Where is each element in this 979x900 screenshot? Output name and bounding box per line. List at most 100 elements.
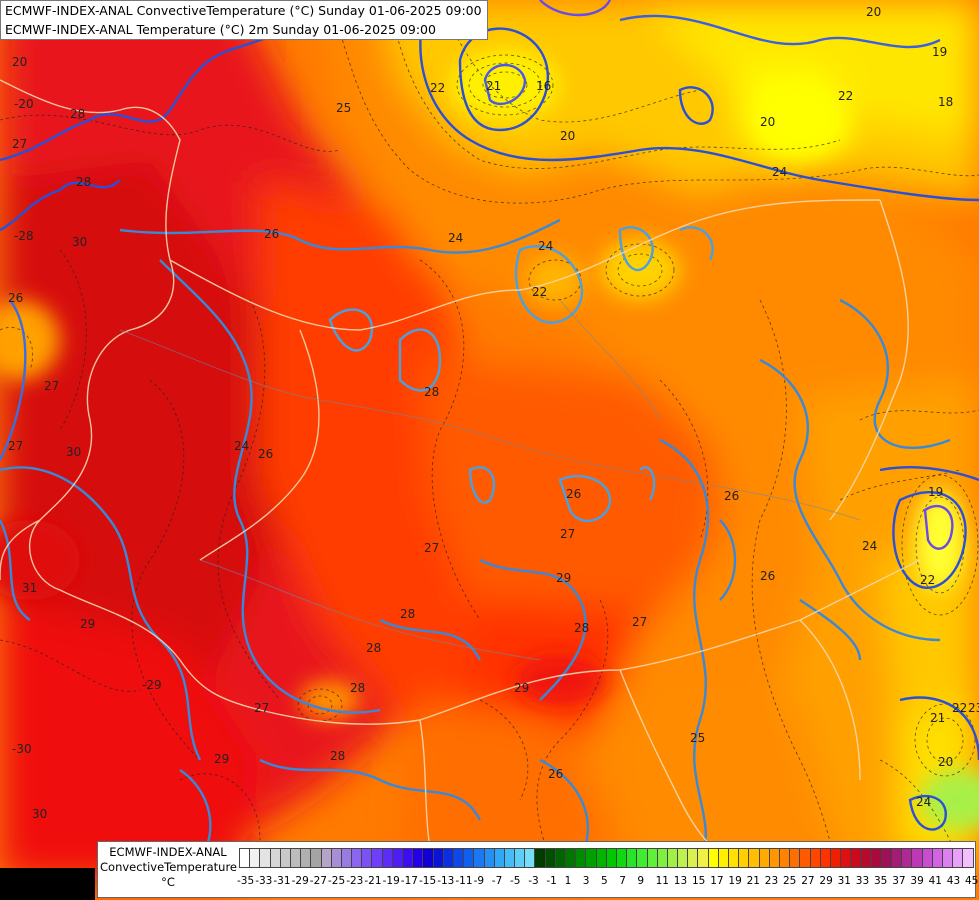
legend-tick: -5 (510, 875, 521, 887)
map-title-box: ECMWF-INDEX-ANAL ConvectiveTemperature (… (0, 0, 488, 40)
color-legend: ECMWF-INDEX-ANAL ConvectiveTemperature °… (97, 841, 978, 898)
legend-tick: 15 (692, 875, 706, 887)
legend-tick: -3 (528, 875, 539, 887)
map-label: 28 (330, 749, 345, 763)
map-label: 27 (254, 701, 269, 715)
map-label: 27 (44, 379, 59, 393)
map-label: 27 (8, 439, 23, 453)
legend-title-line-1: ECMWF-INDEX-ANAL (109, 845, 227, 859)
map-label: 20 (938, 755, 953, 769)
map-label: 26 (566, 487, 581, 501)
map-label: 29 (556, 571, 571, 585)
map-label: 28 (76, 175, 91, 189)
map-label: 24 (448, 231, 463, 245)
legend-tick: -29 (291, 875, 309, 887)
map-label: 24 (916, 795, 931, 809)
map-label: 20 (560, 129, 575, 143)
map-label: 20 (760, 115, 775, 129)
legend-tick: 9 (637, 875, 645, 887)
legend-tick: 17 (710, 875, 724, 887)
legend-tick: -9 (473, 875, 485, 887)
temperature-spots (0, 50, 979, 830)
legend-tick: 39 (910, 875, 924, 887)
legend-tick: -35 (237, 875, 255, 887)
map-label: 27 (560, 527, 575, 541)
map-label: 30 (32, 807, 47, 821)
no-data-area (0, 868, 95, 900)
legend-tick: -1 (546, 875, 557, 887)
legend-title-line-2: ConvectiveTemperature (100, 860, 237, 874)
map-label: 22 (920, 573, 935, 587)
map-label: 26 (724, 489, 739, 503)
legend-tick: -13 (437, 875, 455, 887)
contour-labels: 20 -20 28 27 28 30 -28 26 27 27 30 31 29… (8, 5, 979, 821)
map-label: 23 (968, 701, 979, 715)
legend-tick: 27 (801, 875, 815, 887)
map-label: 20 (866, 5, 881, 19)
map-label: 27 (632, 615, 647, 629)
legend-tick: 3 (582, 875, 590, 887)
legend-tick: 23 (764, 875, 779, 887)
map-label: 20 (12, 55, 27, 69)
map-label: 19 (932, 45, 947, 59)
map-label: 24 (772, 165, 787, 179)
isotherm-lines (0, 0, 979, 881)
legend-tick-labels: -35 -33 -31 -29 -27 -25 -23 -21 -19 -17 -15 -13 -11-… (237, 875, 978, 891)
legend-tick: 33 (855, 875, 870, 887)
map-label: 28 (574, 621, 589, 635)
legend-tick: 1 (564, 875, 572, 887)
legend-tick: -15 (419, 875, 437, 887)
map-label: 18 (938, 95, 953, 109)
map-label: 29 (214, 752, 229, 766)
map-label: 26 (760, 569, 775, 583)
legend-tick: 5 (601, 875, 608, 887)
legend-tick: 21 (746, 875, 760, 887)
legend-tick: -7 (491, 875, 503, 887)
map-label: 29 (514, 681, 529, 695)
legend-tick: -33 (255, 875, 273, 887)
rivers (119, 299, 861, 661)
legend-tick: -23 (346, 875, 364, 887)
legend-tick: 25 (783, 875, 797, 887)
map-label: 21 (486, 79, 501, 93)
legend-title: ECMWF-INDEX-ANAL ConvectiveTemperature °… (100, 845, 237, 890)
map-label: 27 (424, 541, 439, 555)
legend-tick: 19 (728, 875, 742, 887)
map-label: 22 (838, 89, 853, 103)
map-label: -20 (14, 97, 34, 111)
map-label: 26 (264, 227, 279, 241)
map-label: 22 (532, 285, 547, 299)
legend-unit: °C (161, 875, 175, 889)
legend-tick: -17 (400, 875, 418, 887)
legend-tick: -19 (382, 875, 400, 887)
legend-tick: -31 (273, 875, 291, 887)
map-label: 29 (80, 617, 95, 631)
map-label: 25 (690, 731, 705, 745)
legend-tick: 7 (619, 875, 626, 887)
legend-tick: -21 (364, 875, 382, 887)
country-borders (0, 79, 921, 881)
map-label: 28 (350, 681, 365, 695)
map-label: 28 (366, 641, 381, 655)
legend-tick: -27 (309, 875, 327, 887)
map-label: 26 (258, 447, 273, 461)
map-label: 28 (424, 385, 439, 399)
map-label: 21 (930, 711, 945, 725)
legend-tick: -25 (328, 875, 346, 887)
map-label: 30 (72, 235, 87, 249)
map-label: 28 (400, 607, 415, 621)
map-label: 26 (548, 767, 563, 781)
map-label: 16 (536, 79, 551, 93)
map-label: -29 (142, 678, 162, 692)
title-line-1: ECMWF-INDEX-ANAL ConvectiveTemperature (… (5, 3, 482, 18)
legend-color-bar (239, 848, 974, 868)
map-label: -30 (12, 742, 32, 756)
legend-tick: 35 (874, 875, 888, 887)
legend-tick: 29 (819, 875, 833, 887)
map-label: 25 (336, 101, 351, 115)
legend-tick: 11 (655, 875, 669, 887)
map-label: 26 (8, 291, 23, 305)
map-label: 24 (862, 539, 877, 553)
